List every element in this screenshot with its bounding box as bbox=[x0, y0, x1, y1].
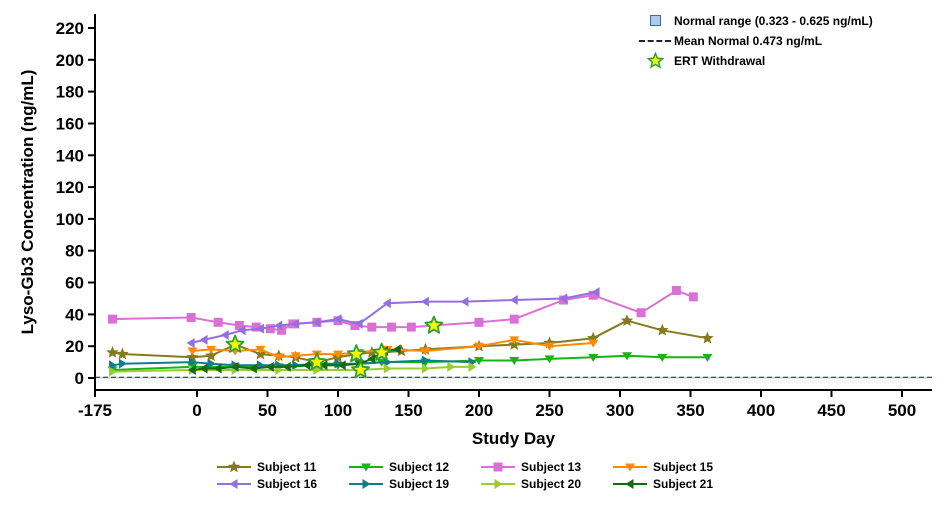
series-subject-15 bbox=[187, 336, 599, 362]
plot-annotations-legend: Normal range (0.323 - 0.625 ng/mL) Mean … bbox=[636, 12, 873, 69]
legend-marker-triangle-down-icon bbox=[613, 463, 647, 472]
y-tick-label: 120 bbox=[56, 178, 84, 197]
x-tick-label: 350 bbox=[676, 401, 704, 420]
y-tick-label: 20 bbox=[65, 337, 84, 356]
legend-normal-range-label: Normal range (0.323 - 0.625 ng/mL) bbox=[674, 13, 873, 28]
legend-item-label: Subject 12 bbox=[389, 460, 450, 474]
x-tick-label: 450 bbox=[817, 401, 845, 420]
series-legend: Subject 11 Subject 12 Subject 13 Subject 15… bbox=[0, 459, 950, 492]
legend-item-subject-21: Subject 21 bbox=[612, 476, 734, 492]
legend-item-subject-20: Subject 20 bbox=[480, 476, 602, 492]
normal-range-swatch-icon bbox=[649, 15, 661, 26]
series-legend-row: Subject 11 Subject 12 Subject 13 Subject 15 bbox=[216, 459, 734, 475]
legend-item-label: Subject 20 bbox=[521, 477, 582, 491]
series-subject-13 bbox=[107, 286, 698, 335]
legend-item-subject-12: Subject 12 bbox=[348, 459, 470, 475]
legend-item-label: Subject 11 bbox=[257, 460, 317, 474]
legend-marker-triangle-left-icon bbox=[613, 479, 647, 489]
y-tick-label: 160 bbox=[56, 115, 84, 134]
legend-normal-range: Normal range (0.323 - 0.625 ng/mL) bbox=[636, 12, 873, 29]
y-tick-label: 0 bbox=[75, 369, 84, 388]
legend-mean-normal-label: Mean Normal 0.473 ng/mL bbox=[674, 33, 823, 48]
x-tick-label: 400 bbox=[747, 401, 775, 420]
x-tick-label: 200 bbox=[465, 401, 493, 420]
x-tick-label: 500 bbox=[888, 401, 916, 420]
x-tick-label: 150 bbox=[394, 401, 422, 420]
ert-withdrawal-markers bbox=[225, 315, 444, 379]
normal-range-swatch-wrap bbox=[636, 15, 674, 26]
legend-item-subject-13: Subject 13 bbox=[480, 459, 602, 475]
legend-item-label: Subject 21 bbox=[653, 477, 714, 491]
legend-ert-withdrawal: ERT Withdrawal bbox=[636, 52, 873, 69]
legend-marker-triangle-left-icon bbox=[217, 479, 251, 489]
x-tick-label: 250 bbox=[535, 401, 563, 420]
y-tick-label: 80 bbox=[65, 242, 84, 261]
ert-withdrawal-star-icon bbox=[646, 52, 664, 69]
y-tick-label: 140 bbox=[56, 146, 84, 165]
series-subject-16 bbox=[186, 287, 600, 348]
mean-normal-swatch-wrap bbox=[636, 39, 674, 42]
legend-marker-triangle-right-icon bbox=[481, 479, 515, 489]
mean-normal-line-icon bbox=[639, 39, 671, 42]
axes: 0 20 40 60 80 100 120 140 160 180 200 220 -175 0 50 100… bbox=[56, 14, 932, 420]
legend-mean-normal: Mean Normal 0.473 ng/mL bbox=[636, 32, 873, 49]
x-tick-label: 300 bbox=[606, 401, 634, 420]
legend-ert-withdrawal-label: ERT Withdrawal bbox=[674, 53, 766, 68]
series-legend-row: Subject 16 Subject 19 Subject 20 Subject 21 bbox=[216, 476, 734, 492]
x-tick-label: 0 bbox=[192, 401, 201, 420]
legend-marker-triangle-right-icon bbox=[349, 479, 383, 489]
x-axis-title: Study Day bbox=[471, 429, 556, 448]
legend-item-label: Subject 16 bbox=[257, 477, 318, 491]
y-tick-label: 180 bbox=[56, 83, 84, 102]
ert-swatch-wrap bbox=[636, 52, 674, 69]
x-tick-label: 100 bbox=[324, 401, 352, 420]
x-tick-label: -175 bbox=[78, 401, 112, 420]
y-tick-label: 40 bbox=[65, 305, 84, 324]
legend-item-label: Subject 19 bbox=[389, 477, 450, 491]
legend-item-label: Subject 15 bbox=[653, 460, 714, 474]
y-axis-title: Lyso-Gb3 Concentration (ng/mL) bbox=[18, 69, 37, 335]
legend-item-subject-16: Subject 16 bbox=[216, 476, 338, 492]
legend-item-subject-15: Subject 15 bbox=[612, 459, 734, 475]
legend-item-subject-19: Subject 19 bbox=[348, 476, 470, 492]
x-tick-label: 50 bbox=[258, 401, 277, 420]
legend-marker-triangle-down-icon bbox=[349, 463, 383, 472]
y-tick-label: 200 bbox=[56, 51, 84, 70]
y-tick-label: 220 bbox=[56, 19, 84, 38]
legend-marker-star-icon bbox=[217, 460, 251, 473]
legend-item-subject-11: Subject 11 bbox=[216, 459, 338, 475]
y-tick-label: 60 bbox=[65, 274, 84, 293]
y-tick-label: 100 bbox=[56, 210, 84, 229]
legend-item-label: Subject 13 bbox=[521, 460, 582, 474]
plot-area: 0 20 40 60 80 100 120 140 160 180 200 220 -175 0 50 100… bbox=[56, 14, 932, 420]
legend-marker-square-icon bbox=[481, 462, 515, 472]
